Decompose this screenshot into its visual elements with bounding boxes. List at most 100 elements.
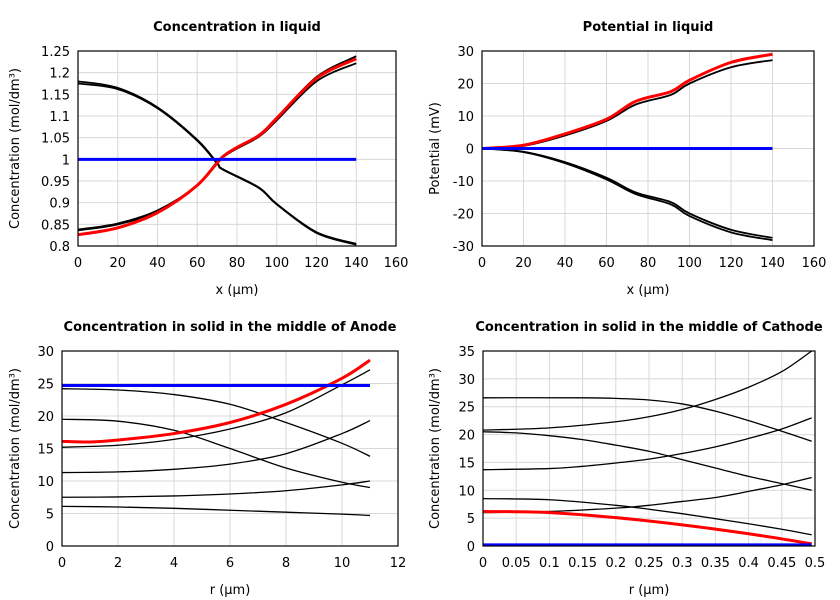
x-tick-label: 80 — [229, 256, 246, 271]
x-tick-label: 0.35 — [701, 556, 730, 571]
x-tick-label: 0 — [478, 256, 486, 271]
y-tick-label: 1.05 — [41, 132, 70, 147]
y-tick-label: 0.85 — [41, 218, 70, 233]
series-line-2 — [481, 147, 773, 239]
series-line-6 — [482, 476, 812, 514]
y-tick-label: 20 — [457, 78, 474, 93]
y-tick-label: 15 — [458, 456, 475, 471]
y-tick-label: 1.15 — [41, 88, 70, 103]
y-tick-label: 10 — [37, 475, 54, 490]
y-tick-label: 1 — [62, 153, 70, 168]
x-tick-label: 80 — [640, 256, 657, 271]
y-axis-label: Concentration (mol/dm³) — [8, 68, 23, 229]
x-tick-label: 0.05 — [502, 556, 531, 571]
chart-title: Potential in liquid — [583, 20, 714, 35]
x-tick-label: 40 — [149, 256, 166, 271]
y-tick-label: 1.2 — [49, 67, 70, 82]
y-tick-label: 0.9 — [49, 197, 70, 212]
chart-title: Concentration in solid in the middle of … — [475, 320, 823, 335]
axes-frame — [61, 350, 399, 547]
series-line-1 — [61, 388, 371, 457]
series-line-2 — [482, 350, 813, 431]
y-tick-label: 30 — [458, 373, 475, 388]
x-axis-label: x (µm) — [627, 283, 670, 298]
x-tick-label: 40 — [557, 256, 574, 271]
y-tick-label: 30 — [37, 345, 54, 360]
series-line-7 — [482, 509, 812, 546]
y-tick-label: 25 — [37, 378, 54, 393]
x-tick-label: 0.4 — [738, 556, 759, 571]
y-tick-label: 20 — [458, 429, 475, 444]
y-tick-label: 0 — [466, 143, 474, 158]
y-tick-label: 10 — [457, 110, 474, 125]
x-tick-label: 0.1 — [539, 556, 560, 571]
y-tick-label: 10 — [458, 484, 475, 499]
x-tick-label: 60 — [189, 256, 206, 271]
x-tick-label: 20 — [515, 256, 532, 271]
y-tick-label: 5 — [467, 512, 475, 527]
x-tick-label: 0.3 — [672, 556, 693, 571]
y-tick-label: 5 — [46, 508, 54, 523]
x-tick-label: 0 — [58, 556, 66, 571]
y-tick-label: -20 — [453, 208, 474, 223]
x-tick-label: 0 — [479, 556, 487, 571]
subplot-4: 0 0.05 0.1 0.15 0.2 0.25 0.3 0.35 0.4 0.45 0.5 0 5 10… — [428, 320, 825, 598]
x-tick-label: 12 — [390, 556, 407, 571]
x-axis-label: r (µm) — [210, 583, 251, 598]
y-tick-label: -30 — [453, 240, 474, 255]
x-tick-label: 60 — [598, 256, 615, 271]
y-tick-label: 20 — [37, 410, 54, 425]
y-axis-label: Concentration (mol/dm³) — [428, 368, 443, 529]
x-axis-label: r (µm) — [629, 583, 670, 598]
x-tick-label: 120 — [304, 256, 329, 271]
series-line-7 — [61, 358, 371, 444]
subplot-2: 0 20 40 60 80 100 120 140 160 -30 -20 -10 0 10 20 30 Pot… — [428, 20, 826, 298]
subplot-1: 0 20 40 60 80 100 120 140 160 0.8 0.85 0.9 0.95 1 1.05… — [8, 20, 408, 298]
series-line-3 — [482, 431, 812, 491]
series-line-5 — [482, 497, 812, 536]
x-tick-label: 140 — [344, 256, 369, 271]
axes-frame — [482, 350, 816, 547]
x-tick-label: 100 — [264, 256, 289, 271]
y-tick-label: 1.1 — [49, 110, 70, 125]
y-axis-label: Potential (mV) — [428, 102, 443, 195]
series-line-1 — [482, 397, 812, 442]
series-line-4 — [61, 419, 371, 474]
chart-title: Concentration in solid in the middle of … — [64, 320, 397, 335]
series-line-4 — [481, 52, 773, 150]
x-tick-label: 10 — [334, 556, 351, 571]
series-line-6 — [61, 505, 371, 517]
chart-title: Concentration in liquid — [153, 20, 321, 35]
x-tick-label: 120 — [719, 256, 744, 271]
axes-frame — [77, 50, 397, 247]
x-tick-label: 0.25 — [635, 556, 664, 571]
x-tick-label: 6 — [226, 556, 234, 571]
series-line-2 — [77, 82, 357, 246]
y-tick-label: 0.8 — [49, 240, 70, 255]
y-tick-label: 1.25 — [41, 45, 70, 60]
series-line-5 — [61, 480, 371, 498]
series-line-3 — [61, 418, 371, 489]
y-tick-label: 0.95 — [41, 175, 70, 190]
axes-frame — [481, 50, 815, 247]
x-tick-label: 160 — [384, 256, 409, 271]
x-tick-label: 100 — [677, 256, 702, 271]
y-tick-label: 25 — [458, 401, 475, 416]
x-tick-label: 8 — [282, 556, 290, 571]
y-tick-label: 0 — [467, 540, 475, 555]
x-tick-label: 0.15 — [568, 556, 597, 571]
series-line-5 — [77, 57, 357, 237]
y-axis-label: Concentration (mol/dm³) — [8, 368, 23, 529]
y-tick-label: -10 — [453, 175, 474, 190]
x-tick-label: 0.2 — [605, 556, 626, 571]
x-tick-label: 0.5 — [805, 556, 826, 571]
x-axis-label: x (µm) — [216, 283, 259, 298]
x-tick-label: 20 — [109, 256, 126, 271]
series-line-3 — [481, 147, 773, 242]
x-tick-label: 0.45 — [767, 556, 796, 571]
x-tick-label: 4 — [170, 556, 178, 571]
series-line-4 — [482, 417, 812, 471]
subplot-3: 0 2 4 6 8 10 12 0 5 10 15 20 25 30 Concentration in so… — [8, 320, 406, 598]
y-tick-label: 35 — [458, 345, 475, 360]
